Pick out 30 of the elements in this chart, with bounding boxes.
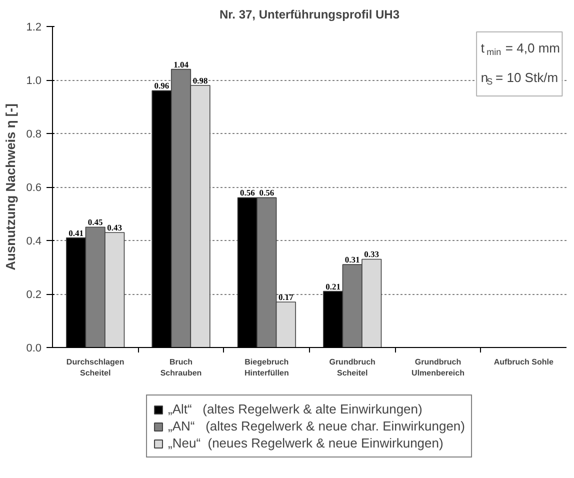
data-label: 0.21 bbox=[326, 281, 340, 292]
x-tick-label: Durchschlagen Scheitel bbox=[66, 358, 124, 378]
data-label: 0.98 bbox=[192, 75, 208, 86]
y-tick-label: 0.8 bbox=[26, 128, 42, 140]
y-tick-label: 0.4 bbox=[26, 236, 42, 248]
data-label: 0.31 bbox=[344, 254, 360, 265]
data-label: 0.96 bbox=[154, 80, 170, 91]
data-label: 0.56 bbox=[259, 188, 274, 198]
data-label: 1.04 bbox=[174, 59, 190, 70]
chart-title: Nr. 37, Unterführungsprofil UH3 bbox=[219, 8, 400, 22]
legend-label: „AN“ (altes Regelwerk & neue char. Einwirkungen) bbox=[168, 418, 465, 434]
x-tick-label: Grundbruch Scheitel bbox=[329, 358, 376, 378]
data-label: 0.33 bbox=[364, 249, 380, 260]
legend-label: „Alt“ (altes Regelwerk & alte Einwirkungen) bbox=[168, 402, 422, 416]
data-label: 0.43 bbox=[107, 222, 122, 232]
data-label: 0.56 bbox=[240, 188, 255, 198]
y-tick-label: 0.0 bbox=[26, 342, 42, 354]
y-axis-title: Ausnutzung Nachweis η [-] bbox=[3, 104, 18, 270]
x-tick-label: Biegebruch Hinterfüllen bbox=[244, 358, 290, 378]
y-tick-label: 1.2 bbox=[26, 22, 42, 34]
data-label: 0.41 bbox=[68, 228, 84, 238]
legend-label: „Neu“ (neues Regelwerk & neue Einwirkungen) bbox=[168, 436, 444, 450]
data-label: 0.45 bbox=[88, 217, 103, 228]
y-tick-label: 1.0 bbox=[26, 75, 42, 87]
y-tick-label: 0.2 bbox=[26, 289, 42, 301]
x-tick-label: Grundbruch Ulmenbereich bbox=[412, 358, 465, 378]
x-tick-label: Bruch Schrauben bbox=[160, 358, 202, 378]
data-label: 0.17 bbox=[278, 292, 294, 302]
y-tick-label: 0.6 bbox=[26, 182, 42, 194]
x-tick-label: Aufbruch Sohle bbox=[494, 358, 554, 366]
